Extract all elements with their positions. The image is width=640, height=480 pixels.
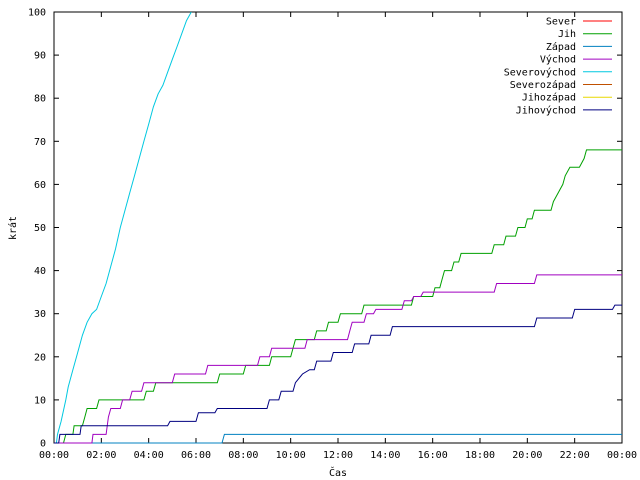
x-tick-label: 12:00 <box>323 450 353 461</box>
x-axis-label: Čas <box>329 466 347 479</box>
series-lines <box>54 11 622 444</box>
x-tick-label: 06:00 <box>181 450 211 461</box>
series-line-jih <box>54 149 622 444</box>
legend-label: Jih <box>558 29 576 40</box>
y-tick-label: 100 <box>28 8 46 19</box>
x-tick-label: 16:00 <box>418 450 448 461</box>
x-tick-label: 04:00 <box>134 450 164 461</box>
legend: SeverJihZápadVýchodSeverovýchodSeverozáp… <box>504 17 612 116</box>
legend-label: Sever <box>546 17 576 28</box>
series-line-zapad <box>54 433 622 444</box>
series-line-jihovychod <box>54 304 622 444</box>
legend-label: Severovýchod <box>504 66 576 78</box>
x-tick-label: 14:00 <box>370 450 400 461</box>
y-tick-label: 10 <box>34 395 46 406</box>
y-tick-label: 70 <box>34 137 46 148</box>
legend-label: Západ <box>546 41 576 53</box>
axis-ticks: 0 10 20 30 40 50 60 70 80 90 100 00:00 02:00 04:00 06:… <box>28 8 637 462</box>
x-tick-label: 00:00 <box>39 450 69 461</box>
x-tick-label: 20:00 <box>512 450 542 461</box>
legend-label: Severozápad <box>510 79 576 91</box>
x-tick-label: 22:00 <box>560 450 590 461</box>
y-tick-label: 20 <box>34 352 46 363</box>
series-line-vychod <box>54 274 622 444</box>
y-tick-label: 30 <box>34 309 46 320</box>
y-tick-label: 40 <box>34 266 46 277</box>
series-line-severovychod <box>54 11 192 444</box>
y-tick-label: 80 <box>34 94 46 105</box>
legend-label: Jihozápad <box>522 92 576 104</box>
x-tick-label: 08:00 <box>228 450 258 461</box>
y-tick-label: 60 <box>34 180 46 191</box>
y-axis-label: krát <box>7 216 19 240</box>
y-tick-label: 90 <box>34 51 46 62</box>
x-tick-label: 02:00 <box>86 450 116 461</box>
x-tick-label: 00:00 <box>607 450 637 461</box>
legend-label: Jihovýchod <box>516 104 576 116</box>
y-tick-label: 50 <box>34 223 46 234</box>
y-tick-label: 0 <box>40 439 46 450</box>
x-tick-label: 10:00 <box>276 450 306 461</box>
legend-label: Východ <box>540 54 576 66</box>
x-tick-label: 18:00 <box>465 450 495 461</box>
